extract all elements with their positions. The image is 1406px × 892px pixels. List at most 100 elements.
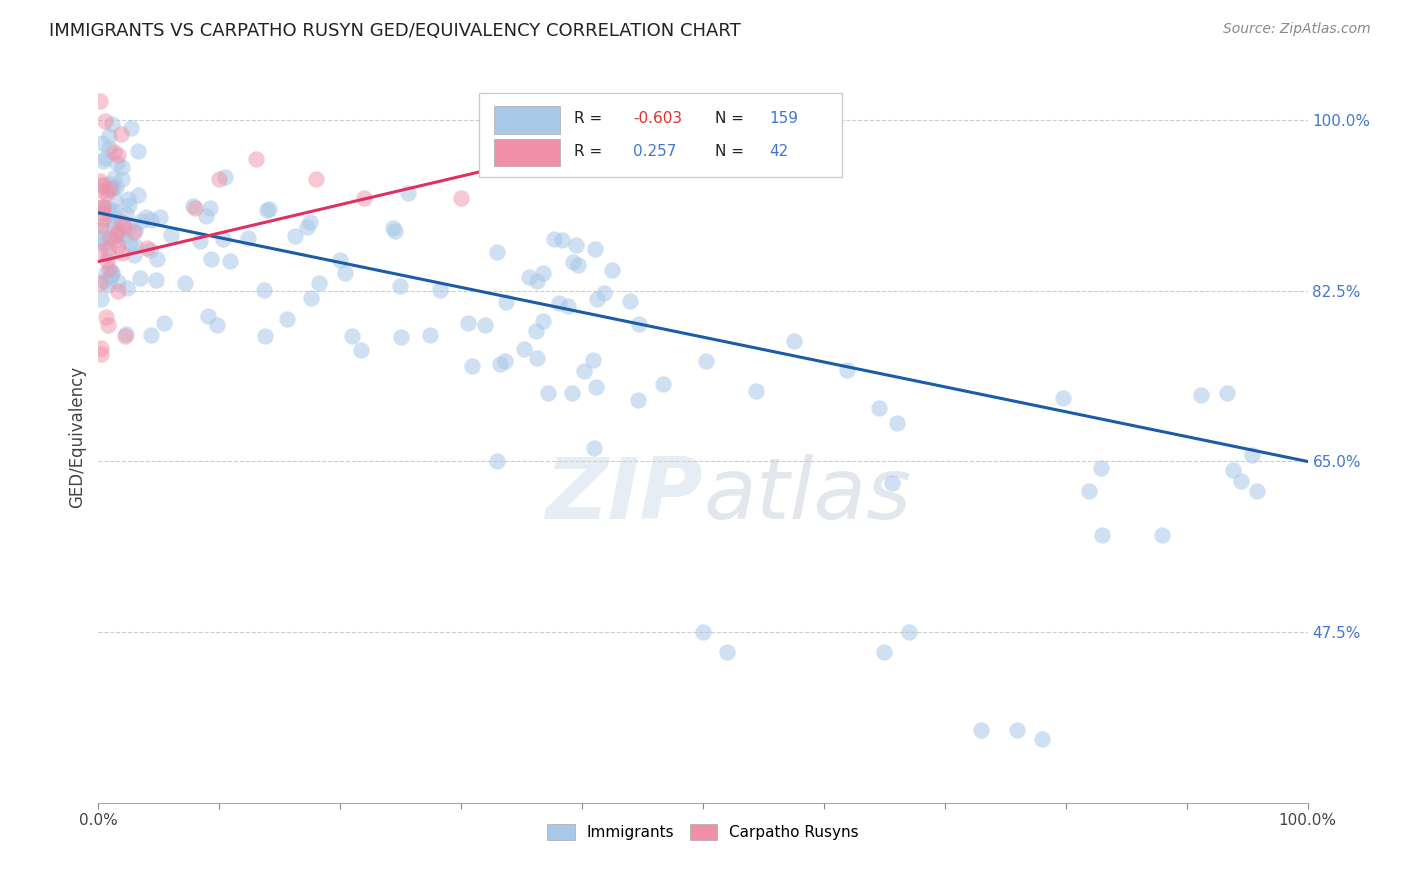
Point <box>98 208 121 222</box>
Point <box>94 310 117 324</box>
Point <box>868 401 890 416</box>
Point <box>494 354 516 368</box>
Point <box>97 318 120 332</box>
Point <box>485 454 508 468</box>
Text: R =: R = <box>574 112 607 127</box>
Legend: Immigrants, Carpatho Rusyns: Immigrants, Carpatho Rusyns <box>541 818 865 847</box>
Point <box>139 244 162 258</box>
Point <box>101 264 124 278</box>
Point <box>98 230 121 244</box>
Point <box>97 129 120 144</box>
Point <box>970 723 993 737</box>
Text: Source: ZipAtlas.com: Source: ZipAtlas.com <box>1223 22 1371 37</box>
Point <box>205 318 228 333</box>
Text: -0.603: -0.603 <box>633 112 682 127</box>
Point <box>103 145 125 160</box>
Point <box>93 178 115 192</box>
Point <box>600 263 623 277</box>
Point <box>91 211 114 226</box>
Point <box>91 200 114 214</box>
Point <box>103 171 125 186</box>
Point <box>91 154 114 169</box>
Point <box>181 199 204 213</box>
Point <box>115 207 138 221</box>
Point <box>94 151 117 165</box>
Point <box>1031 732 1053 747</box>
Point <box>208 171 231 186</box>
Point <box>1077 483 1099 498</box>
Point <box>107 148 129 162</box>
Point <box>120 237 142 252</box>
Point <box>517 270 540 285</box>
Point <box>254 329 277 343</box>
Point <box>1240 448 1263 462</box>
Point <box>139 212 162 227</box>
Point <box>585 293 607 307</box>
Point <box>90 341 112 355</box>
Point <box>100 202 122 217</box>
Point <box>537 385 560 400</box>
Point <box>100 267 122 281</box>
Point <box>512 342 534 356</box>
Point <box>585 380 607 394</box>
Point <box>695 353 717 368</box>
Point <box>897 625 920 640</box>
Point <box>474 318 496 333</box>
Point <box>111 160 134 174</box>
Point <box>90 347 112 361</box>
Point <box>716 645 738 659</box>
Point <box>100 268 122 282</box>
Point <box>197 309 219 323</box>
Point <box>101 180 124 194</box>
Point <box>429 283 451 297</box>
Point <box>384 224 406 238</box>
Point <box>627 393 650 408</box>
Point <box>110 227 132 242</box>
Point <box>94 266 117 280</box>
Point <box>744 384 766 398</box>
Text: R =: R = <box>574 145 612 160</box>
Point <box>107 285 129 299</box>
Point <box>117 220 139 235</box>
Point <box>388 279 411 293</box>
Point <box>886 416 908 430</box>
Point <box>184 201 207 215</box>
Point <box>127 145 149 159</box>
Point <box>135 211 157 225</box>
Point <box>1090 461 1112 475</box>
Point <box>1222 463 1244 477</box>
Point <box>93 228 115 243</box>
Point <box>97 278 120 293</box>
Point <box>129 214 152 228</box>
Point <box>100 117 122 131</box>
Point <box>396 186 419 200</box>
Point <box>567 258 589 272</box>
Point <box>97 183 120 197</box>
Point <box>112 219 135 234</box>
Point <box>160 227 183 242</box>
Point <box>117 192 139 206</box>
Point <box>174 276 197 290</box>
Text: 42: 42 <box>769 145 789 160</box>
Point <box>561 386 583 401</box>
Point <box>198 201 221 215</box>
Text: IMMIGRANTS VS CARPATHO RUSYN GED/EQUIVALENCY CORRELATION CHART: IMMIGRANTS VS CARPATHO RUSYN GED/EQUIVAL… <box>49 22 741 40</box>
Point <box>256 202 278 217</box>
Point <box>562 255 585 269</box>
Point <box>145 252 167 267</box>
Point <box>103 194 125 208</box>
Point <box>510 152 533 166</box>
Point <box>880 475 903 490</box>
Point <box>565 238 588 252</box>
Point <box>136 241 159 255</box>
Point <box>218 253 240 268</box>
Point <box>101 216 124 230</box>
Point <box>692 625 714 640</box>
Point <box>1152 527 1174 541</box>
Point <box>90 223 112 237</box>
Point <box>129 271 152 285</box>
Point <box>124 222 146 236</box>
Point <box>419 328 441 343</box>
Point <box>295 219 318 234</box>
Point <box>308 277 330 291</box>
